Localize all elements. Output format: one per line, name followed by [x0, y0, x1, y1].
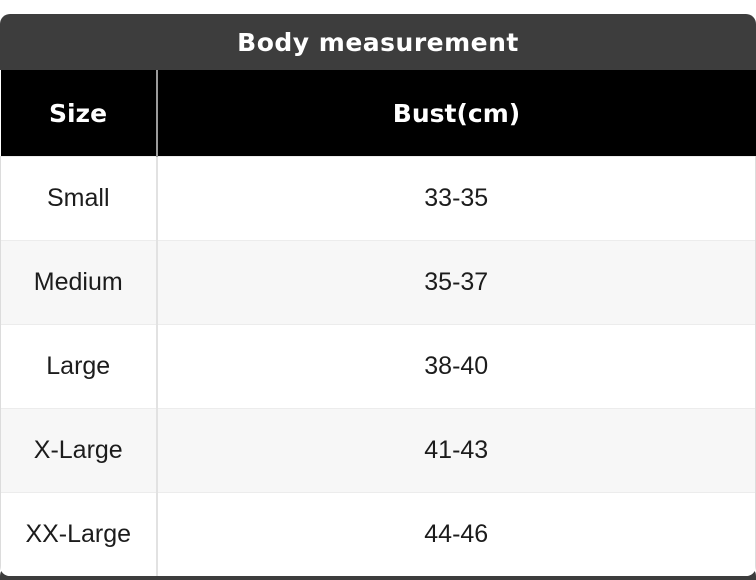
cell-size: X-Large: [0, 408, 157, 493]
cell-size: XX-Large: [0, 492, 157, 576]
cell-bust: 41-43: [155, 408, 756, 493]
header-row: Size Bust(cm): [0, 70, 756, 157]
table-row: Medium 35-37: [0, 240, 756, 325]
chart-title-bar: Body measurement: [0, 14, 756, 70]
header-cell-bust: Bust(cm): [155, 70, 756, 157]
header-cell-size: Size: [0, 70, 157, 157]
cell-bust: 44-46: [155, 492, 756, 576]
cell-bust: 35-37: [155, 240, 756, 325]
size-table: Size Bust(cm) Small 33-35 Medium 35-37 L…: [0, 70, 756, 576]
table-row: XX-Large 44-46: [0, 492, 756, 576]
cell-bust: 33-35: [155, 156, 756, 241]
table-row: Small 33-35: [0, 156, 756, 241]
cell-bust: 38-40: [155, 324, 756, 409]
cell-size: Large: [0, 324, 157, 409]
cell-size: Small: [0, 156, 157, 241]
table-row: Large 38-40: [0, 324, 756, 409]
body-measurement-chart: Body measurement Size Bust(cm) Small: [0, 14, 756, 576]
table-row: X-Large 41-43: [0, 408, 756, 493]
chart-title: Body measurement: [237, 27, 519, 57]
cell-size: Medium: [0, 240, 157, 325]
size-table-wrapper: Size Bust(cm) Small 33-35 Medium 35-37 L…: [0, 70, 756, 576]
